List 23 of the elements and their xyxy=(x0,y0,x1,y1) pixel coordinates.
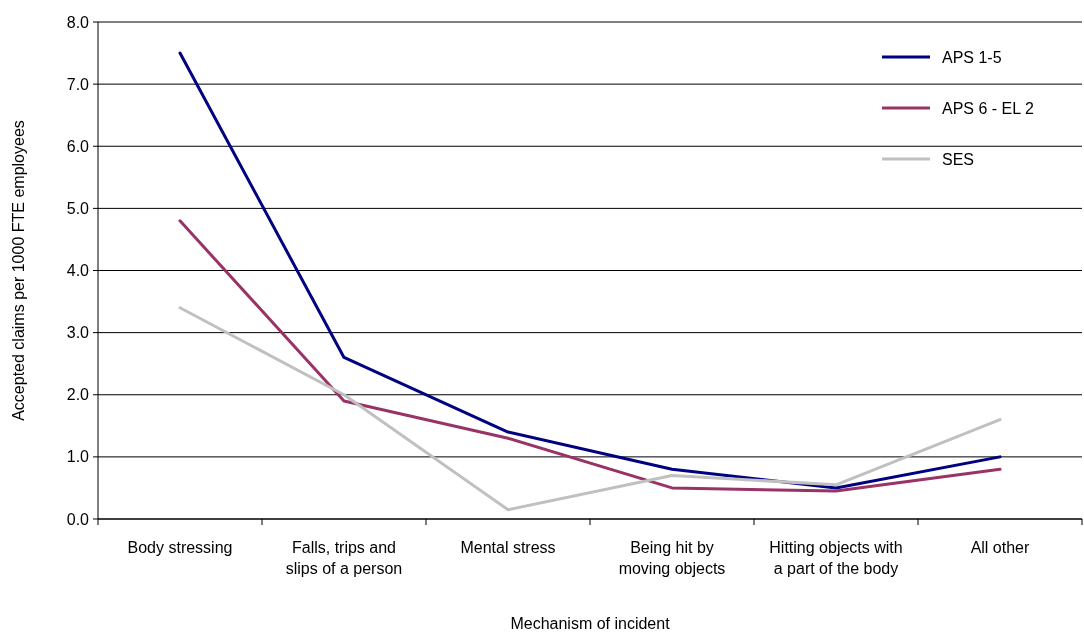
legend-label: SES xyxy=(942,150,975,168)
x-tick-label: Hitting objects with a part of the body xyxy=(769,539,903,577)
y-tick-label: 1.0 xyxy=(66,448,90,466)
line-series xyxy=(178,219,1002,493)
line-series xyxy=(178,51,1002,490)
x-tick-label: Falls, trips and slips of a person xyxy=(285,539,403,577)
x-tick-label: Mental stress xyxy=(460,539,556,556)
x-axis-title: Mechanism of incident xyxy=(510,615,671,632)
y-tick-label: 5.0 xyxy=(66,199,90,217)
x-tick-label: All other xyxy=(970,539,1031,556)
y-tick-label: 7.0 xyxy=(66,75,90,93)
x-tick-label: Body stressing xyxy=(127,539,233,556)
y-tick-label: 2.0 xyxy=(66,386,90,404)
y-axis-title: Accepted claims per 1000 FTE employees xyxy=(10,120,27,421)
line-series xyxy=(178,306,1002,512)
y-tick-label: 3.0 xyxy=(66,324,90,342)
legend-label: APS 1-5 xyxy=(942,48,1002,66)
y-tick-label: 6.0 xyxy=(66,137,90,155)
y-tick-label: 4.0 xyxy=(66,262,90,280)
legend-label: APS 6 - EL 2 xyxy=(942,99,1034,117)
x-tick-label: Being hit by moving objects xyxy=(618,539,726,577)
y-tick-label: 0.0 xyxy=(66,510,90,528)
y-tick-label: 8.0 xyxy=(66,13,90,31)
